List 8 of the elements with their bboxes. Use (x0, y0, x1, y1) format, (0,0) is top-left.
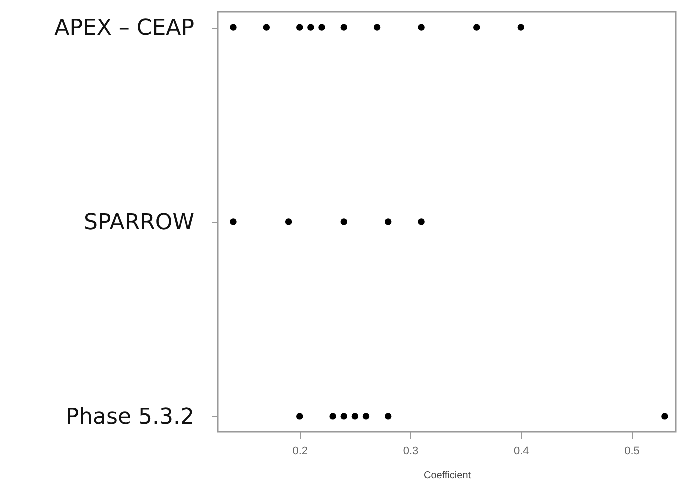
x-tick-label: 0.4 (514, 446, 530, 458)
y-tick-label: Phase 5.3.2 (66, 404, 194, 430)
y-tick-label: APEX – CEAP (54, 16, 194, 42)
x-tick-label: 0.2 (292, 446, 308, 458)
y-tick-label: SPARROW (84, 210, 195, 236)
x-tick-label: 0.3 (403, 446, 419, 458)
x-tick-label: 0.5 (624, 446, 640, 458)
x-axis-title: Coefficient (424, 470, 472, 482)
